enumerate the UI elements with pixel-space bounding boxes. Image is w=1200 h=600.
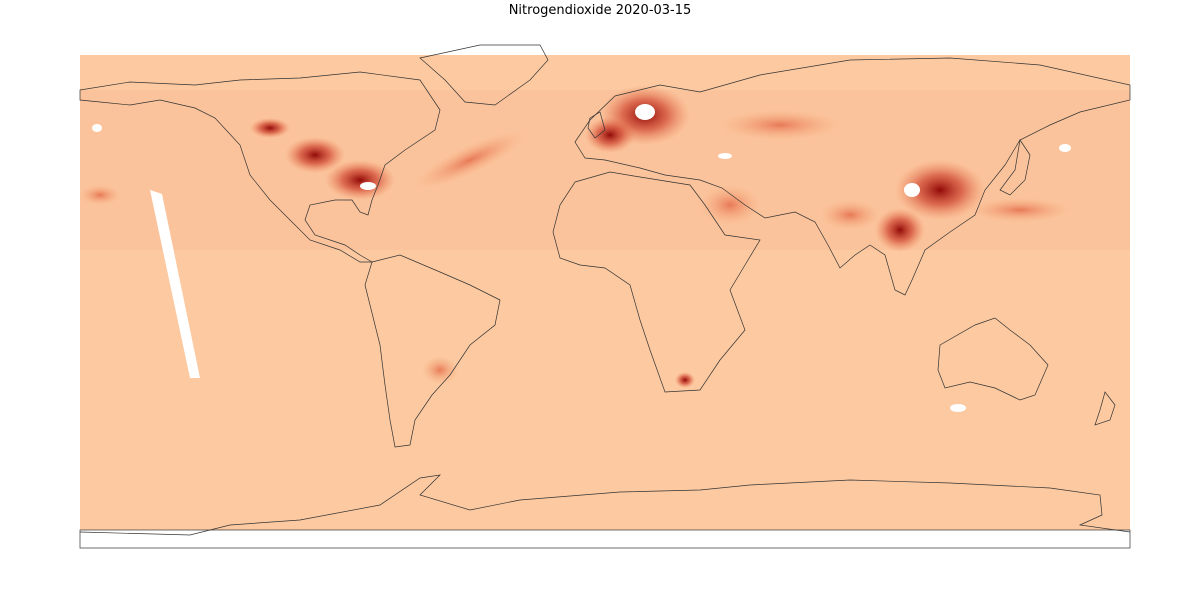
new-zealand (1094, 391, 1116, 426)
coastlines (79, 44, 1131, 549)
japan (999, 139, 1031, 196)
no-data-patches (92, 104, 1071, 412)
greenland (419, 44, 549, 106)
map-title: Nitrogendioxide 2020-03-15 (509, 3, 692, 18)
africa (552, 171, 761, 393)
eurasia (574, 57, 1131, 296)
antarctica (79, 474, 1131, 536)
north-america (79, 71, 441, 263)
swath-gap (150, 190, 200, 378)
australia (937, 317, 1049, 401)
hotspots (80, 85, 1070, 388)
british-isles (587, 111, 606, 139)
map-frame-bottom (79, 529, 1131, 549)
data-field (80, 55, 1130, 530)
south-america (364, 254, 501, 448)
